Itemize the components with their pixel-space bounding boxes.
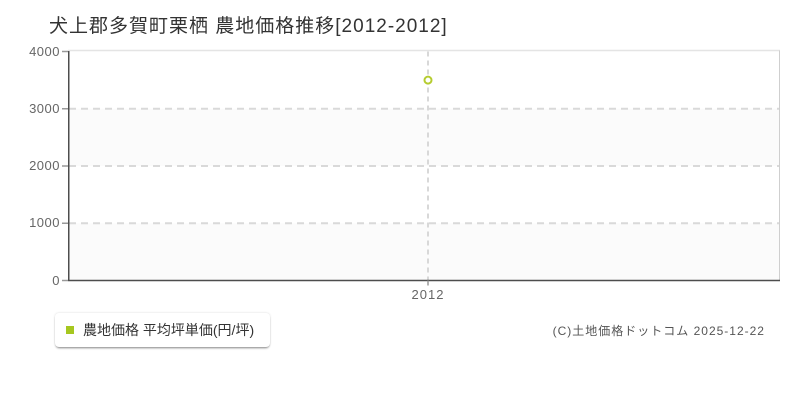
data-point[interactable] — [423, 75, 433, 85]
grid-band — [69, 166, 779, 224]
y-axis-label: 2000 — [29, 158, 60, 173]
grid-band — [69, 108, 779, 166]
chart-title: 犬上郡多賀町栗栖 農地価格推移[2012-2012] — [49, 16, 448, 37]
y-axis-label: 4000 — [29, 43, 60, 59]
copyright-text: (C)土地価格ドットコム 2025-12-22 — [552, 324, 765, 338]
y-axis-label: 1000 — [29, 215, 60, 231]
plot-canvas — [62, 49, 780, 286]
grid-band — [69, 223, 779, 281]
plot-area — [62, 49, 780, 286]
legend: 農地価格 平均坪単価(円/坪) — [55, 313, 271, 347]
legend-label: 農地価格 平均坪単価(円/坪) — [83, 322, 255, 338]
y-axis-label: 0 — [52, 272, 60, 288]
x-axis-label: 2012 — [411, 287, 445, 302]
y-axis-label: 3000 — [29, 100, 60, 116]
legend-marker-icon — [66, 326, 74, 334]
